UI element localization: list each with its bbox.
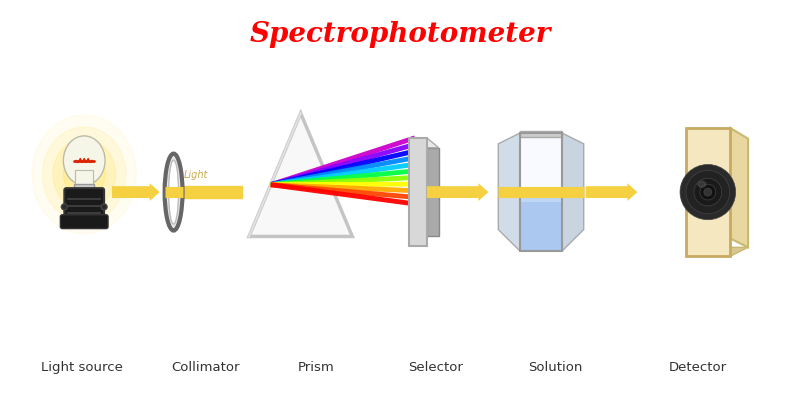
Text: Spectrophotometer: Spectrophotometer xyxy=(250,21,550,48)
Ellipse shape xyxy=(698,181,706,187)
Polygon shape xyxy=(498,133,520,251)
Bar xyxy=(409,138,427,246)
Circle shape xyxy=(686,170,730,214)
Circle shape xyxy=(700,184,716,200)
Polygon shape xyxy=(686,247,748,256)
Circle shape xyxy=(101,204,107,210)
Bar xyxy=(520,133,562,187)
Bar xyxy=(686,128,730,256)
Bar xyxy=(182,186,242,198)
Polygon shape xyxy=(730,128,748,247)
FancyArrow shape xyxy=(112,183,160,201)
Ellipse shape xyxy=(42,127,126,222)
Ellipse shape xyxy=(165,154,182,231)
Polygon shape xyxy=(562,133,584,251)
Ellipse shape xyxy=(53,139,115,210)
Text: Selector: Selector xyxy=(408,361,463,374)
Text: Light: Light xyxy=(183,170,208,180)
Polygon shape xyxy=(249,113,352,237)
Bar xyxy=(520,187,562,202)
FancyArrow shape xyxy=(586,183,638,201)
FancyBboxPatch shape xyxy=(60,215,108,229)
Bar xyxy=(520,133,562,251)
FancyArrow shape xyxy=(427,183,488,201)
Text: Solution: Solution xyxy=(528,361,582,374)
Bar xyxy=(75,170,93,188)
FancyBboxPatch shape xyxy=(64,188,104,222)
Text: Collimator: Collimator xyxy=(171,361,240,374)
Text: Prism: Prism xyxy=(298,361,335,374)
Bar xyxy=(520,131,562,137)
Ellipse shape xyxy=(169,160,178,224)
Text: Detector: Detector xyxy=(669,361,727,374)
Circle shape xyxy=(680,164,736,220)
Bar xyxy=(427,148,438,237)
Text: Light source: Light source xyxy=(42,361,123,374)
Ellipse shape xyxy=(63,151,105,198)
Bar xyxy=(520,187,562,251)
Ellipse shape xyxy=(63,136,105,185)
Ellipse shape xyxy=(32,115,136,233)
Circle shape xyxy=(694,178,722,206)
Circle shape xyxy=(62,204,67,210)
Polygon shape xyxy=(409,138,438,148)
Circle shape xyxy=(704,188,712,196)
Bar xyxy=(74,184,94,190)
